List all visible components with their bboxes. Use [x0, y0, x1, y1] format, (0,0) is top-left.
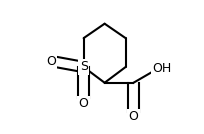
- Text: O: O: [79, 97, 89, 110]
- Text: S: S: [80, 60, 88, 74]
- Text: O: O: [129, 110, 139, 123]
- Text: OH: OH: [153, 62, 172, 75]
- Text: O: O: [46, 55, 56, 68]
